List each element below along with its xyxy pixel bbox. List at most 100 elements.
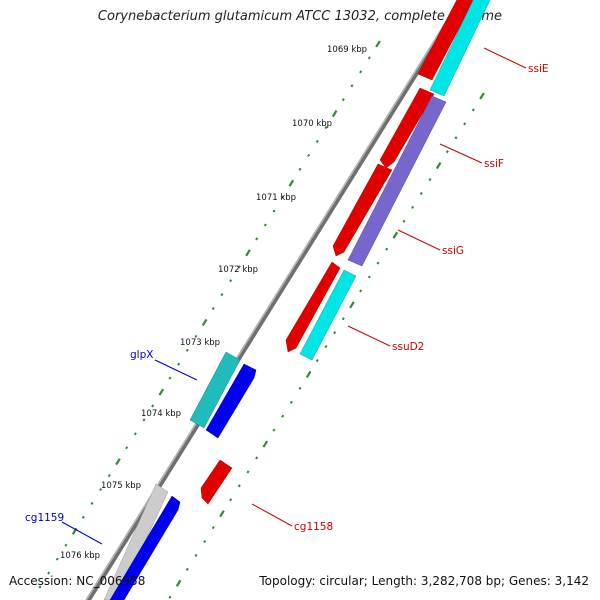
map-title: Corynebacterium glutamicum ATCC 13032, c…: [97, 9, 503, 24]
tick-mark-right: [463, 122, 467, 126]
tick-mark-right: [305, 370, 312, 378]
tick-mark-right: [237, 484, 241, 488]
gene-ssiF-arrow: [379, 87, 435, 169]
tick-label-1069: 1069 kbp: [327, 45, 367, 55]
tick-mark-left: [115, 458, 121, 466]
tick-mark-left: [324, 125, 328, 130]
tick-mark-right: [479, 92, 485, 100]
gene-label-glpX: glpX: [130, 349, 153, 361]
tick-label-1073: 1073 kbp: [180, 338, 220, 348]
leader-glpX: [154, 359, 198, 381]
tick-mark-right: [376, 261, 380, 265]
tick-label-1072: 1072 kbp: [218, 265, 258, 275]
tick-mark-left: [142, 418, 146, 422]
gene-label-ssiG: ssiG: [442, 245, 464, 257]
tick-mark-right: [262, 440, 269, 448]
tick-mark-left: [350, 84, 354, 88]
gene-label-ssiF: ssiF: [484, 158, 504, 170]
tick-mark-left: [185, 348, 189, 352]
gene-cg1159-arrow: [109, 495, 181, 600]
gene-label-ssiE: ssiE: [528, 63, 549, 75]
tick-mark-right: [419, 191, 423, 196]
tick-mark-left: [237, 265, 241, 269]
tick-track-left: [38, 40, 381, 589]
tick-mark-left: [81, 515, 85, 519]
tick-mark-left: [90, 501, 94, 505]
tick-mark-right: [454, 136, 458, 140]
genome-summary-text: Topology: circular; Length: 3,282,708 bp…: [259, 574, 589, 588]
tick-mark-left: [245, 249, 251, 257]
leader-cg1159: [61, 521, 103, 545]
tick-mark-left: [107, 474, 111, 478]
leader-ssiE: [483, 47, 527, 69]
tick-mark-left: [220, 293, 224, 297]
cds-ssiE: [429, 0, 491, 97]
tick-mark-left: [133, 432, 137, 436]
tick-mark-left: [168, 376, 172, 380]
tick-mark-right: [435, 162, 442, 170]
cds-glpX: [189, 351, 241, 429]
tick-mark-right: [402, 219, 406, 223]
tick-mark-right: [219, 510, 225, 518]
tick-mark-right: [281, 414, 285, 418]
leader-ssiF: [439, 143, 483, 164]
tick-mark-left: [55, 557, 59, 561]
tick-label-1076: 1076 kbp: [60, 551, 100, 561]
tick-mark-right: [428, 177, 432, 182]
tick-mark-right: [324, 345, 328, 349]
tick-mark-left: [375, 40, 381, 48]
tick-mark-right: [349, 301, 355, 309]
tick-mark-left: [229, 279, 233, 283]
tick-mark-left: [151, 404, 155, 408]
accession-text: Accession: NC_006958: [9, 574, 146, 588]
leader-ssiG: [397, 229, 441, 251]
tick-mark-left: [288, 179, 295, 187]
tick-mark-left: [281, 195, 285, 199]
gene-label-cg1158: cg1158: [294, 521, 333, 533]
tick-mark-right: [272, 428, 276, 432]
tick-label-1071: 1071 kbp: [256, 193, 296, 203]
tick-mark-right: [194, 553, 198, 557]
tick-mark-right: [298, 386, 302, 390]
tick-mark-right: [392, 231, 399, 239]
cds-ssiF-ssiG: [347, 95, 447, 267]
tick-mark-right: [246, 470, 250, 474]
tick-mark-left: [307, 153, 311, 157]
tick-mark-right: [341, 317, 345, 321]
tick-mark-right: [185, 567, 189, 571]
tick-mark-left: [272, 209, 276, 213]
tick-mark-right: [211, 526, 215, 530]
tick-mark-left: [158, 388, 165, 396]
cds-ssuD2: [299, 269, 357, 361]
tick-mark-right: [471, 108, 475, 112]
genome-backbone: [85, 0, 465, 600]
gene-glpX-arrow: [205, 363, 257, 439]
tick-mark-right: [367, 275, 371, 279]
tick-mark-left: [64, 543, 68, 547]
tick-mark-right: [175, 579, 182, 587]
tick-mark-right: [445, 150, 449, 154]
tick-mark-right: [411, 205, 415, 209]
genome-backbone-highlight: [85, 0, 461, 600]
tick-label-1075: 1075 kbp: [101, 481, 141, 491]
tick-mark-left: [341, 98, 345, 102]
tick-mark-left: [367, 56, 371, 60]
tick-mark-left: [315, 139, 319, 144]
gene-cg1158-arrow: [200, 459, 233, 505]
tick-mark-left: [298, 167, 302, 171]
tick-mark-left: [359, 70, 363, 74]
leader-ssuD2: [347, 325, 391, 347]
gene-label-ssuD2: ssuD2: [392, 341, 424, 353]
tick-label-1074: 1074 kbp: [141, 409, 181, 419]
tick-mark-right: [315, 358, 319, 363]
gene-ssuD2-arrow: [285, 261, 341, 353]
tick-mark-right: [385, 247, 389, 251]
cds-cg1159: [103, 483, 169, 600]
gene-ssiE-arrow: [417, 0, 475, 81]
tick-mark-left: [99, 487, 103, 492]
tick-mark-left: [194, 334, 198, 338]
tick-mark-left: [263, 223, 267, 227]
tick-track-right: [168, 92, 485, 599]
